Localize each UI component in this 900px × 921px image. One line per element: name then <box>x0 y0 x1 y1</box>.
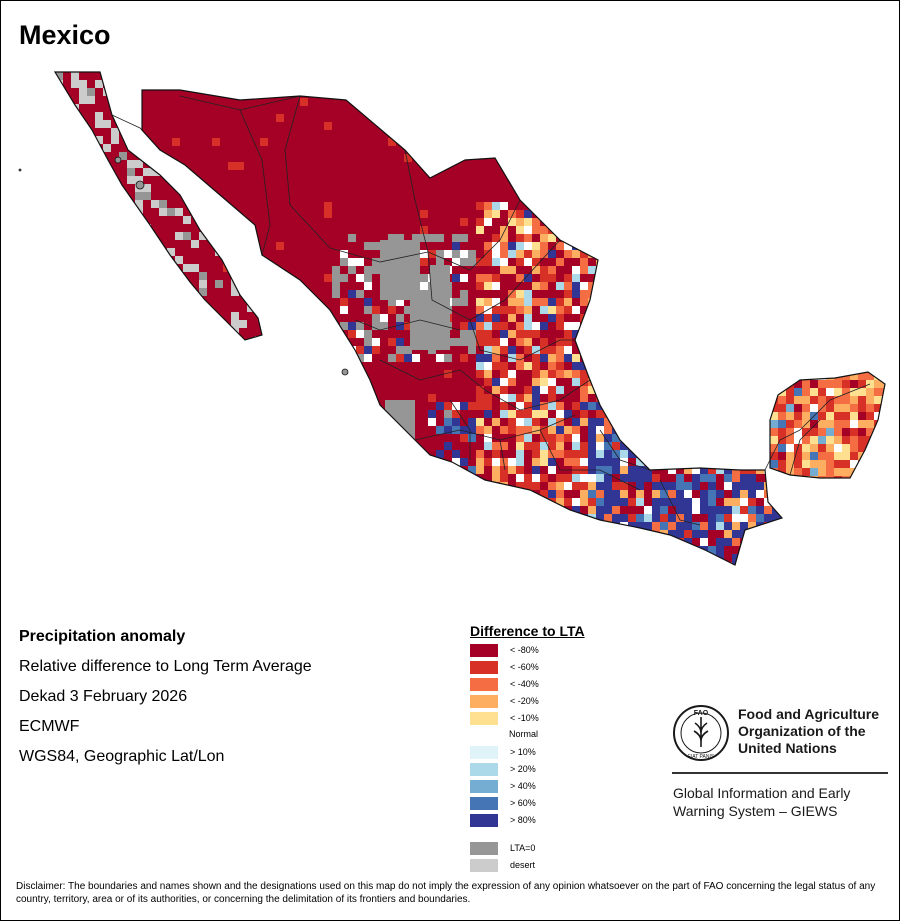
legend-item: < -10% <box>470 711 539 725</box>
legend-item: > 40% <box>470 779 536 793</box>
legend-label: < -20% <box>510 696 539 706</box>
legend-swatch <box>470 762 498 776</box>
legend-item: < -20% <box>470 694 539 708</box>
legend-swatch <box>470 779 498 793</box>
legend-item: desert <box>470 858 535 872</box>
legend-swatch <box>470 796 498 810</box>
legend-swatch <box>470 858 498 872</box>
giews-label: Global Information and Early Warning Sys… <box>673 784 850 820</box>
organization-name-line: Organization of the <box>738 723 866 739</box>
map-subject: Precipitation anomaly <box>19 628 186 645</box>
legend-normal-label: Normal <box>509 729 539 739</box>
data-source: ECMWF <box>19 718 80 735</box>
legend-item: < -80% <box>470 643 539 657</box>
legend-label: > 20% <box>510 764 536 774</box>
fao-logo-motto: FIAT PANIS <box>688 754 715 760</box>
legend-swatch <box>470 643 498 657</box>
legend-label: < -10% <box>510 713 539 723</box>
legend-item: > 60% <box>470 796 536 810</box>
projection: WGS84, Geographic Lat/Lon <box>19 748 225 765</box>
legend-label: > 80% <box>510 815 536 825</box>
legend-item: < -60% <box>470 660 539 674</box>
legend-swatch <box>470 745 498 759</box>
legend-label: > 40% <box>510 781 536 791</box>
legend-item: > 80% <box>470 813 536 827</box>
organization-name-line: United Nations <box>738 740 837 756</box>
giews-line: Warning System – GIEWS <box>673 803 838 819</box>
legend-item: LTA=0 <box>470 841 535 855</box>
disclaimer: Disclaimer: The boundaries and names sho… <box>16 881 876 905</box>
map-period: Dekad 3 February 2026 <box>19 688 188 705</box>
legend-item: < -40% <box>470 677 539 691</box>
legend-label: < -60% <box>510 662 539 672</box>
map-title: Mexico <box>19 20 111 50</box>
legend-label: < -40% <box>510 679 539 689</box>
legend-swatch <box>470 813 498 827</box>
divider <box>672 772 888 774</box>
islands <box>18 156 349 376</box>
legend-label: desert <box>510 860 536 870</box>
legend-item: > 10% <box>470 745 536 759</box>
legend-label: < -80% <box>510 645 539 655</box>
legend-swatch <box>470 694 498 708</box>
legend-item: > 20% <box>470 762 536 776</box>
organization-name-line: Food and Agriculture <box>738 706 880 722</box>
legend-swatch <box>470 660 498 674</box>
legend-label: > 60% <box>510 798 536 808</box>
legend-label: > 10% <box>510 747 536 757</box>
legend-swatch <box>470 711 498 725</box>
legend-swatch <box>470 677 498 691</box>
fao-logo-letters: FAO <box>694 710 709 717</box>
legend-label: LTA=0 <box>510 843 536 853</box>
precipitation-anomaly-map <box>18 71 886 566</box>
map-description: Relative difference to Long Term Average <box>19 658 312 675</box>
giews-line: Global Information and Early <box>673 785 851 801</box>
legend-title: Difference to LTA <box>470 623 585 639</box>
legend-swatch <box>470 841 498 855</box>
organization-name: Food and Agriculture Organization of the… <box>738 706 879 757</box>
fao-logo: FAO FIAT PANIS <box>673 705 729 761</box>
